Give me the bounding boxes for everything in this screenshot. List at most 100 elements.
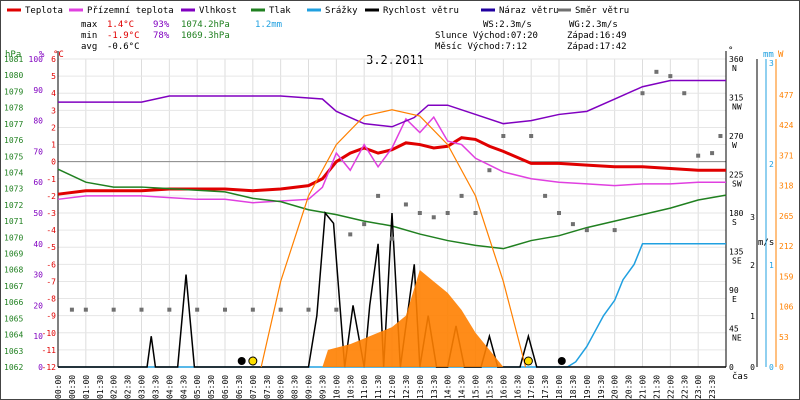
tick-label-degc: -6 [46, 260, 56, 269]
tick-label-mm: 2 [769, 160, 774, 169]
x-tick-label: 11:00 [360, 375, 369, 399]
tick-label-w: 159 [779, 272, 794, 281]
tick-label-hpa: 1078 [4, 104, 23, 113]
axis-title-deg: ° [728, 46, 733, 56]
tick-label-dir: SE [732, 257, 742, 266]
x-tick-label: 23:30 [708, 375, 717, 399]
x-tick-label: 16:30 [513, 375, 522, 399]
x-tick-label: 12:00 [388, 375, 397, 399]
tick-label-degc: 4 [51, 89, 56, 98]
tick-label-deg: 135 [729, 248, 744, 257]
axis-title-mm: mm [763, 50, 774, 60]
wind-dir-point [529, 134, 534, 138]
tick-label-hpa: 1063 [4, 347, 23, 356]
tick-label-w: 106 [779, 303, 794, 312]
x-tick-label: 00:00 [54, 375, 63, 399]
wind-dir-point [459, 193, 464, 198]
tick-label-hpa: 1076 [4, 136, 23, 145]
wind-dir-point [278, 307, 283, 312]
tick-label-hpa: 1067 [4, 282, 23, 291]
tick-label-dir: N [732, 64, 737, 73]
x-tick-label: 13:00 [416, 375, 425, 399]
tick-label-pct: 60 [33, 178, 43, 187]
tick-label-ms: 2 [750, 261, 755, 270]
tick-label-degc: -8 [46, 295, 56, 304]
tick-label-degc: 0 [51, 158, 56, 167]
tick-label-hpa: 1081 [4, 55, 23, 64]
tick-label-deg: 315 [729, 94, 744, 103]
wind-dir-point [250, 307, 255, 312]
axis-title-hpa: hPa [5, 50, 21, 60]
moonrise: Měsíc Východ:7:12 [435, 42, 527, 52]
wind-dir-point [403, 202, 408, 207]
tick-label-hpa: 1064 [4, 331, 23, 340]
x-tick-label: 06:00 [221, 375, 230, 399]
tick-label-ms: 0 [750, 363, 755, 372]
wind-dir-point [334, 307, 339, 312]
tick-label-pct: 50 [33, 209, 43, 218]
tick-label-degc: 6 [51, 55, 56, 64]
tick-label-pct: 20 [33, 301, 43, 310]
moon-marker [557, 357, 566, 365]
stat-value: -0.6°C [107, 42, 140, 52]
tick-label-w: 477 [779, 91, 794, 100]
tick-label-w: 318 [779, 182, 794, 191]
tick-label-dir: SW [732, 180, 742, 189]
tick-label-deg: 225 [729, 171, 744, 180]
wg-value: WG:2.3m/s [569, 20, 618, 30]
wind-dir-point [612, 228, 617, 233]
x-tick-label: 18:00 [555, 375, 564, 399]
x-tick-label: 07:00 [249, 375, 258, 399]
x-tick-label: 14:00 [444, 375, 453, 399]
wind-dir-point [167, 307, 172, 312]
wind-dir-point [431, 215, 436, 220]
legend-item: Srážky [325, 6, 358, 16]
stat-label: max [81, 20, 98, 30]
tick-label-hpa: 1071 [4, 217, 23, 226]
tick-label-pct: 100 [29, 55, 44, 64]
x-tick-label: 08:30 [291, 375, 300, 399]
legend-item: Směr větru [575, 6, 629, 16]
tick-label-degc: -9 [46, 312, 56, 321]
tick-label-hpa: 1072 [4, 201, 23, 210]
tick-label-hpa: 1069 [4, 250, 23, 259]
tick-label-degc: -12 [42, 363, 57, 372]
stats-block: max 1.4°C 93% 1074.2hPa 1.2mm min -1.9°C 78% 106… [81, 20, 627, 67]
tick-label-dir: NE [732, 334, 742, 343]
wind-dir-point [417, 211, 422, 215]
tick-label-hpa: 1073 [4, 185, 23, 194]
tick-label-deg: 180 [729, 209, 744, 218]
series-area-6 [322, 270, 504, 367]
moon-marker [237, 357, 246, 365]
tick-label-deg: 270 [729, 132, 744, 141]
x-tick-label: 09:30 [318, 375, 327, 399]
x-tick-label: 00:30 [68, 375, 77, 399]
x-tick-label: 15:30 [485, 375, 494, 399]
x-tick-label: 14:30 [458, 375, 467, 399]
x-tick-label: 22:30 [680, 375, 689, 399]
x-tick-label: 06:30 [235, 375, 244, 399]
legend-item: Přízemní teplota [87, 6, 174, 16]
x-tick-label: 12:30 [402, 375, 411, 399]
tick-label-pct: 90 [33, 86, 43, 95]
x-tick-label: 21:00 [639, 375, 648, 399]
wind-dir-point [584, 228, 589, 233]
tick-label-w: 371 [779, 151, 794, 160]
wind-dir-point [682, 91, 687, 96]
wind-dir-point [557, 211, 561, 215]
tick-label-ms: 3 [750, 213, 755, 222]
axis-title-cas: čas [732, 371, 748, 382]
wind-dir-point [445, 211, 450, 215]
tick-label-pct: 80 [33, 117, 43, 126]
x-tick-label: 21:30 [652, 375, 661, 399]
legend: Teplota Přízemní teplota Vlhkost Tlak Srážky… [7, 6, 629, 16]
x-tick-label: 20:30 [625, 375, 634, 399]
series-line-1 [57, 115, 726, 204]
tick-label-mm: 1 [769, 261, 774, 270]
tick-label-w: 0 [779, 363, 784, 372]
tick-label-degc: 5 [51, 72, 56, 81]
x-tick-label: 16:00 [499, 375, 508, 399]
series-line-2 [58, 79, 726, 128]
x-tick-label: 18:30 [569, 375, 578, 399]
